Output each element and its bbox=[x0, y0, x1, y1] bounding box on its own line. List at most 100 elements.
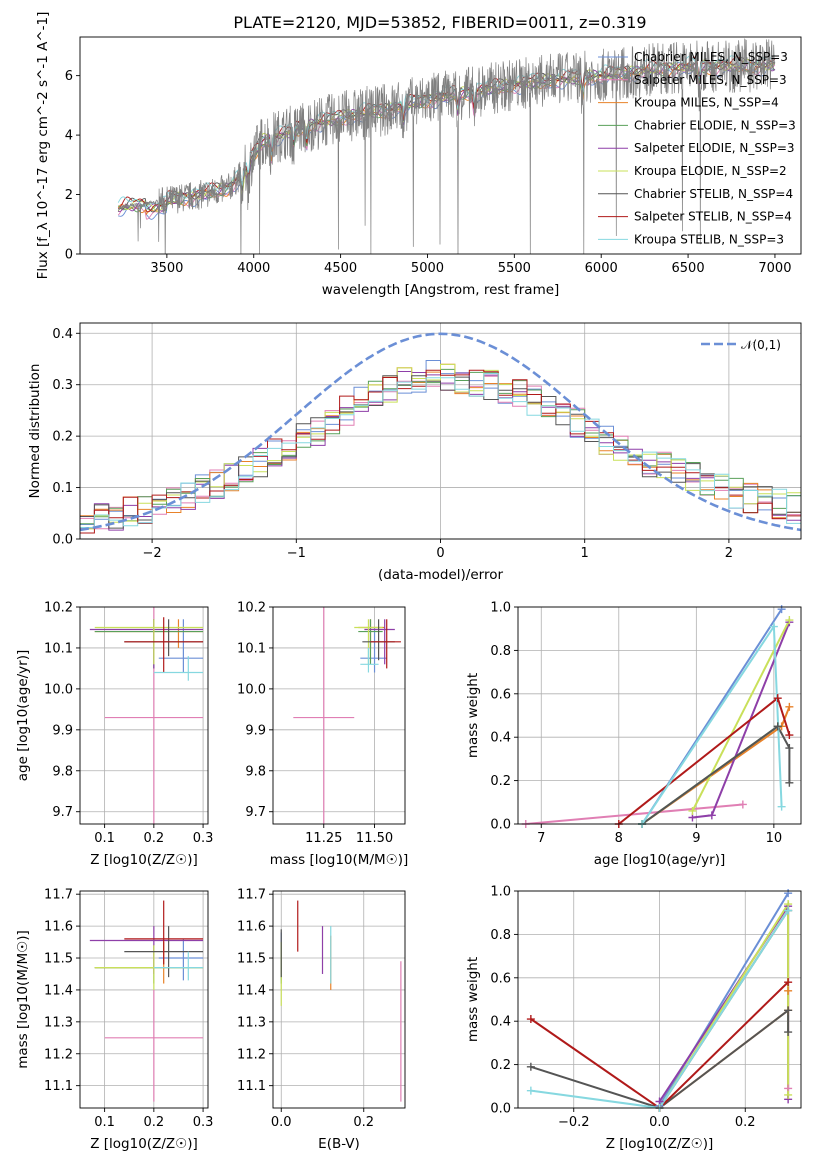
y-tick-label: 0.6 bbox=[490, 687, 511, 702]
y-tick-label: 0.3 bbox=[52, 378, 73, 393]
y-tick-label: 11.3 bbox=[44, 1015, 73, 1030]
observed-spectrum bbox=[117, 38, 776, 254]
weight-line-8 bbox=[530, 909, 789, 1108]
x-tick-label: 0.2 bbox=[735, 1115, 756, 1130]
weight-marker bbox=[784, 906, 793, 915]
legend-entry: Kroupa STELIB, N_SSP=3 bbox=[634, 232, 784, 246]
x-tick-label: −2 bbox=[143, 546, 162, 561]
y-tick-label: 0.2 bbox=[52, 430, 73, 445]
weight-marker bbox=[738, 800, 747, 809]
plot-area-age-vs-mass bbox=[293, 607, 401, 824]
panel-mass-vs-ebv: 0.0 0.2 11.1 11.2 11.3 11.4 11.5 11.6 11.7 E(B-V) bbox=[237, 888, 406, 1152]
plot-area-mass-vs-z bbox=[89, 900, 204, 1102]
plot-area-residuals bbox=[80, 332, 801, 534]
x-tick-label: 0.2 bbox=[144, 831, 165, 846]
hist-step-8 bbox=[80, 373, 801, 528]
normal-reference-curve bbox=[80, 332, 801, 532]
weight-marker bbox=[773, 722, 782, 731]
x-tick-label: 10 bbox=[766, 831, 783, 846]
y-tick-label: 0 bbox=[65, 248, 73, 263]
legend-entry: Chabrier STELIB, N_SSP=4 bbox=[634, 187, 793, 201]
y-tick-label: 0.6 bbox=[490, 971, 511, 986]
figure-title: PLATE=2120, MJD=53852, FIBERID=0011, z=0… bbox=[233, 13, 646, 32]
y-tick-label: 11.4 bbox=[237, 983, 266, 998]
x-tick-label: 3500 bbox=[150, 261, 183, 276]
weight-marker bbox=[784, 986, 793, 995]
x-tick-label: −0.2 bbox=[558, 1115, 590, 1130]
legend-entry: Chabrier ELODIE, N_SSP=3 bbox=[634, 118, 796, 132]
y-tick-label: 11.3 bbox=[237, 1015, 266, 1030]
x-tick-label: 4500 bbox=[324, 261, 357, 276]
x-tick-label: 5500 bbox=[498, 261, 531, 276]
legend: Chabrier MILES, N_SSP=3 Salpeter MILES, N… bbox=[598, 50, 796, 246]
x-tick-label: 0 bbox=[436, 546, 444, 561]
y-axis-title: mass [log10(M/M☉)] bbox=[15, 930, 31, 1069]
x-tick-label: 4000 bbox=[237, 261, 270, 276]
weight-marker bbox=[785, 616, 794, 625]
y-tick-label: 9.7 bbox=[52, 805, 73, 820]
y-tick-label: 11.6 bbox=[237, 920, 266, 935]
y-axis-title: mass weight bbox=[465, 673, 481, 758]
y-tick-label: 2 bbox=[65, 188, 73, 203]
x-axis-title: Z [log10(Z/Z☉)] bbox=[90, 852, 198, 868]
y-tick-label: 10.1 bbox=[44, 641, 73, 656]
x-tick-label: 0.1 bbox=[94, 831, 115, 846]
legend-entry: Kroupa ELODIE, N_SSP=2 bbox=[634, 164, 787, 178]
weight-line-7 bbox=[618, 696, 791, 824]
weight-line-6 bbox=[641, 724, 791, 824]
x-tick-label: 7 bbox=[537, 831, 545, 846]
x-tick-label: 5000 bbox=[411, 261, 444, 276]
y-tick-label: 6 bbox=[65, 69, 73, 84]
y-tick-label: 0.2 bbox=[490, 1058, 511, 1073]
x-tick-label: 0.3 bbox=[193, 831, 214, 846]
legend: 𝒩(0,1) bbox=[701, 338, 781, 352]
weight-marker bbox=[784, 1090, 793, 1099]
y-tick-label: 10.2 bbox=[237, 601, 266, 616]
weight-marker bbox=[688, 806, 697, 815]
axes-frame bbox=[517, 890, 802, 1109]
x-tick-label: 11.50 bbox=[356, 831, 393, 846]
weight-marker bbox=[707, 811, 716, 820]
axes-frame bbox=[79, 36, 802, 255]
y-tick-label: 0.4 bbox=[52, 327, 73, 342]
legend-entry: Salpeter ELODIE, N_SSP=3 bbox=[634, 141, 795, 155]
plot-area-mass-vs-ebv bbox=[280, 900, 402, 1102]
y-tick-label: 9.8 bbox=[52, 764, 73, 779]
weight-marker bbox=[777, 802, 786, 811]
y-tick-label: 0.0 bbox=[52, 533, 73, 548]
x-tick-label: −1 bbox=[287, 546, 306, 561]
weight-marker bbox=[785, 702, 794, 711]
y-tick-label: 11.2 bbox=[44, 1047, 73, 1062]
x-tick-label: 0.3 bbox=[193, 1115, 214, 1130]
x-axis-title: E(B-V) bbox=[318, 1136, 360, 1152]
weight-line-1 bbox=[525, 803, 743, 824]
y-tick-label: 11.1 bbox=[237, 1079, 266, 1094]
x-axis-title: mass [log10(M/M☉)] bbox=[270, 852, 409, 868]
panel-spectrum: 3500 4000 4500 5000 5500 6000 6500 7000 0 2 4 6 wave… bbox=[35, 12, 802, 298]
weight-line-8 bbox=[641, 623, 783, 824]
weight-marker bbox=[777, 605, 786, 614]
y-tick-label: 11.5 bbox=[44, 952, 73, 967]
y-tick-label: 0.4 bbox=[490, 1015, 511, 1030]
weight-line-5 bbox=[691, 619, 791, 812]
x-tick-label: 11.25 bbox=[305, 831, 342, 846]
legend-entry: Salpeter STELIB, N_SSP=4 bbox=[634, 210, 792, 224]
legend-entry: Kroupa MILES, N_SSP=4 bbox=[634, 96, 779, 110]
weight-marker bbox=[784, 1028, 793, 1037]
y-tick-label: 0.4 bbox=[490, 731, 511, 746]
x-tick-label: 0.0 bbox=[271, 1115, 292, 1130]
weight-marker bbox=[785, 731, 794, 740]
weight-marker bbox=[526, 1015, 535, 1024]
y-tick-label: 10.2 bbox=[44, 601, 73, 616]
y-tick-label: 11.5 bbox=[237, 952, 266, 967]
y-tick-label: 0.8 bbox=[490, 644, 511, 659]
y-axis-title: mass weight bbox=[465, 957, 481, 1042]
y-tick-label: 0.0 bbox=[490, 1102, 511, 1117]
y-axis-title: Normed distribution bbox=[27, 364, 43, 499]
x-tick-label: 0.2 bbox=[144, 1115, 165, 1130]
axes-frame bbox=[79, 606, 209, 825]
y-tick-label: 9.8 bbox=[245, 764, 266, 779]
y-tick-label: 10.0 bbox=[44, 682, 73, 697]
panel-weight-vs-z: −0.2 0.0 0.2 0.0 0.2 0.4 0.6 0.8 1.0 Z [log10(Z/Z… bbox=[465, 885, 802, 1152]
